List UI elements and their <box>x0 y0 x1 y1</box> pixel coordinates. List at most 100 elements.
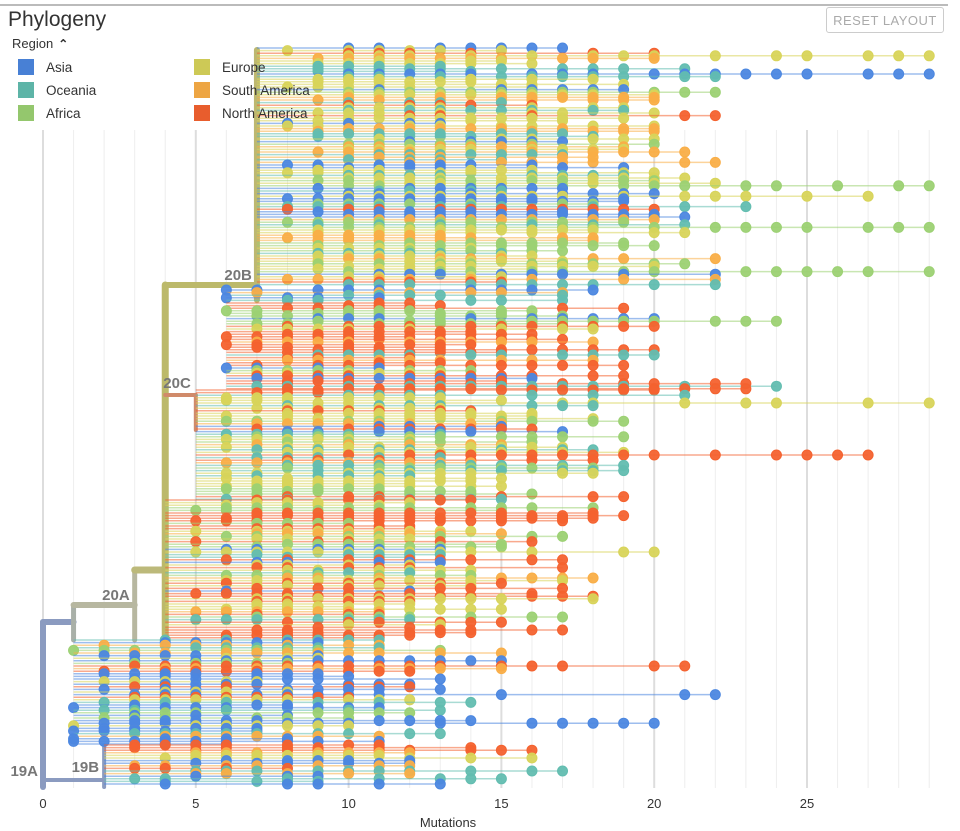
tip-node <box>587 240 599 252</box>
x-tick-label: 10 <box>341 796 355 811</box>
tip-node <box>220 665 232 677</box>
tip-node <box>373 665 385 677</box>
legend-label: Oceania <box>46 82 97 98</box>
tip-node <box>679 71 691 83</box>
tip-node <box>495 394 507 406</box>
clade-label: 20C <box>163 375 191 392</box>
tip-node <box>648 320 660 332</box>
legend-swatch <box>194 82 210 98</box>
tip-node <box>495 294 507 306</box>
tip-node <box>923 266 935 278</box>
tip-node <box>495 515 507 527</box>
tip-node <box>434 663 446 675</box>
tip-node <box>587 415 599 427</box>
tip-node <box>465 525 477 537</box>
tip-node <box>801 449 813 461</box>
tip-node <box>709 279 721 291</box>
tip-node <box>98 650 110 662</box>
legend-toggle[interactable]: Region ⌃ <box>12 36 68 51</box>
tip-node <box>526 611 538 623</box>
tip-node <box>465 383 477 395</box>
tip-node <box>220 704 232 716</box>
legend-item-africa[interactable]: Africa <box>18 105 81 121</box>
legend-item-europe[interactable]: Europe <box>194 59 266 75</box>
tip-node <box>923 50 935 62</box>
legend-item-south-america[interactable]: South America <box>194 82 310 98</box>
legend-item-oceania[interactable]: Oceania <box>18 82 96 98</box>
x-tick-label: 25 <box>800 796 814 811</box>
tip-node <box>495 577 507 589</box>
tip-node <box>893 221 905 233</box>
legend-swatch <box>18 59 34 75</box>
tip-node <box>434 778 446 790</box>
tip-node <box>618 510 630 522</box>
tip-node <box>68 735 80 747</box>
tip-node <box>281 203 293 215</box>
reset-layout-button[interactable]: RESET LAYOUT <box>826 7 944 33</box>
tip-node <box>220 292 232 304</box>
tip-node <box>526 58 538 70</box>
tip-node <box>770 266 782 278</box>
tip-node <box>220 394 232 406</box>
tip-node <box>251 457 263 469</box>
chevron-up-icon: ⌃ <box>58 37 69 51</box>
tip-node <box>832 449 844 461</box>
tip-node <box>312 81 324 93</box>
legend-item-north-america[interactable]: North America <box>194 105 308 121</box>
tip-node <box>434 683 446 695</box>
tip-node <box>679 201 691 213</box>
tip-node <box>618 320 630 332</box>
tip-node <box>587 491 599 503</box>
tip-node <box>709 315 721 327</box>
tip-node <box>557 91 569 103</box>
tip-node <box>557 42 569 54</box>
tip-node <box>709 156 721 168</box>
tip-node <box>434 515 446 527</box>
tip-node <box>220 554 232 566</box>
tip-node <box>709 86 721 98</box>
tip-node <box>557 71 569 83</box>
tip-node <box>557 333 569 345</box>
tip-node <box>618 50 630 62</box>
tip-node <box>801 50 813 62</box>
tip-node <box>557 359 569 371</box>
tip-node <box>251 678 263 690</box>
tip-node <box>190 770 202 782</box>
tip-node <box>648 68 660 80</box>
tip-node <box>587 572 599 584</box>
clade-label: 19B <box>72 759 100 776</box>
legend-item-asia[interactable]: Asia <box>18 59 72 75</box>
tip-node <box>862 221 874 233</box>
tip-node <box>465 294 477 306</box>
tip-node <box>526 227 538 239</box>
tip-node <box>709 449 721 461</box>
tip-node <box>220 457 232 469</box>
tip-node <box>251 287 263 299</box>
tip-node <box>465 655 477 667</box>
tip-node <box>648 107 660 119</box>
tip-node <box>618 112 630 124</box>
tip-node <box>526 624 538 636</box>
tip-node <box>251 647 263 659</box>
tip-node <box>679 190 691 202</box>
clade-label: 20B <box>224 267 252 284</box>
legend-label: North America <box>222 105 308 121</box>
tip-node <box>557 384 569 396</box>
tip-node <box>648 227 660 239</box>
tip-node <box>220 768 232 780</box>
tip-node <box>679 86 691 98</box>
clade-label: 20A <box>102 587 130 604</box>
tip-node <box>709 383 721 395</box>
tip-node <box>495 528 507 540</box>
tip-node <box>495 449 507 461</box>
tip-node <box>190 614 202 626</box>
tip-node <box>587 284 599 296</box>
tip-node <box>434 728 446 740</box>
tip-node <box>129 773 141 785</box>
tip-node <box>709 110 721 122</box>
tip-node <box>495 384 507 396</box>
tip-node <box>832 266 844 278</box>
tip-node <box>404 728 416 740</box>
tip-node <box>434 76 446 88</box>
